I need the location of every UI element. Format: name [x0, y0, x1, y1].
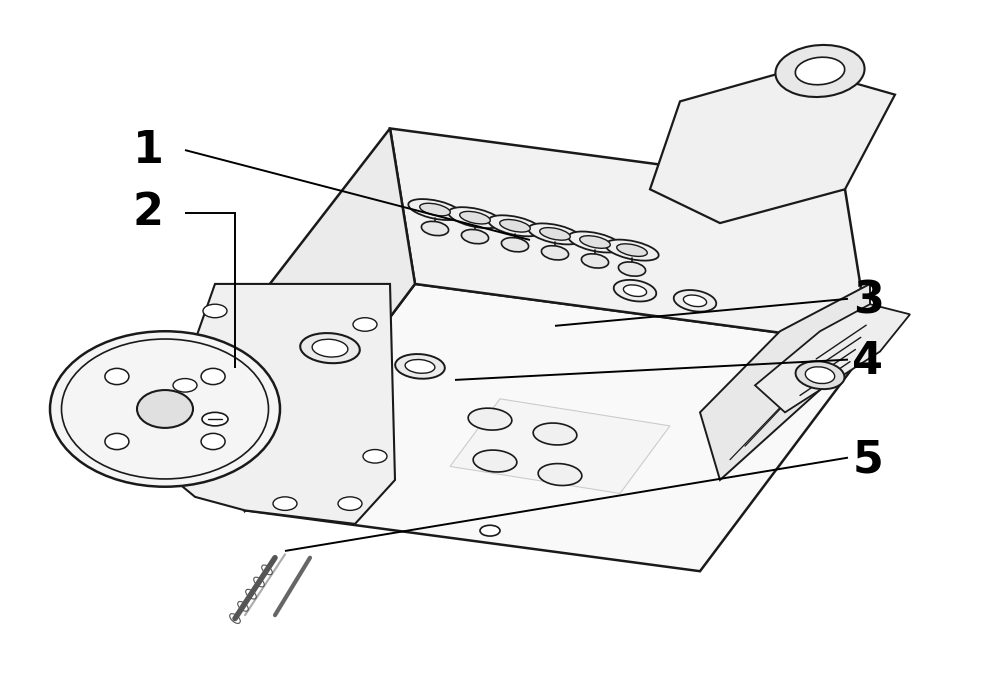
Ellipse shape	[353, 318, 377, 331]
Ellipse shape	[540, 228, 570, 240]
Ellipse shape	[105, 433, 129, 450]
Ellipse shape	[273, 497, 297, 510]
Ellipse shape	[614, 280, 656, 301]
Text: 4: 4	[852, 340, 884, 383]
Ellipse shape	[338, 497, 362, 510]
Polygon shape	[245, 284, 870, 571]
Ellipse shape	[488, 215, 542, 237]
Ellipse shape	[480, 525, 500, 536]
Ellipse shape	[405, 360, 435, 373]
Ellipse shape	[775, 45, 865, 97]
Ellipse shape	[605, 239, 659, 261]
Ellipse shape	[683, 295, 707, 307]
Ellipse shape	[461, 229, 489, 244]
Polygon shape	[215, 128, 415, 510]
Polygon shape	[650, 68, 895, 223]
Ellipse shape	[468, 408, 512, 430]
Ellipse shape	[50, 331, 280, 487]
Ellipse shape	[448, 207, 502, 228]
Ellipse shape	[363, 450, 387, 463]
Ellipse shape	[300, 333, 360, 363]
Text: 5: 5	[853, 438, 883, 481]
Polygon shape	[755, 304, 910, 412]
Ellipse shape	[580, 236, 610, 248]
Ellipse shape	[541, 245, 569, 260]
Text: 2: 2	[132, 191, 164, 235]
Polygon shape	[700, 284, 870, 480]
Ellipse shape	[201, 368, 225, 385]
Ellipse shape	[623, 285, 647, 297]
Ellipse shape	[312, 339, 348, 357]
Ellipse shape	[805, 367, 835, 383]
Ellipse shape	[460, 212, 490, 224]
Ellipse shape	[395, 354, 445, 379]
Text: 3: 3	[853, 279, 883, 322]
Ellipse shape	[408, 199, 462, 220]
Ellipse shape	[568, 231, 622, 253]
Ellipse shape	[796, 361, 844, 389]
Polygon shape	[390, 128, 870, 345]
Ellipse shape	[674, 290, 716, 312]
Ellipse shape	[420, 203, 450, 216]
Ellipse shape	[528, 223, 582, 245]
Ellipse shape	[500, 220, 530, 232]
Polygon shape	[150, 284, 395, 524]
Ellipse shape	[473, 450, 517, 472]
Ellipse shape	[581, 254, 609, 268]
Ellipse shape	[795, 57, 845, 84]
Ellipse shape	[538, 464, 582, 485]
Ellipse shape	[201, 433, 225, 450]
Polygon shape	[450, 399, 670, 493]
Ellipse shape	[501, 237, 529, 252]
Ellipse shape	[137, 390, 193, 428]
Ellipse shape	[203, 304, 227, 318]
Text: 1: 1	[132, 128, 164, 172]
Ellipse shape	[618, 262, 646, 276]
Ellipse shape	[617, 244, 647, 256]
Ellipse shape	[173, 379, 197, 392]
Ellipse shape	[533, 423, 577, 445]
Ellipse shape	[105, 368, 129, 385]
Ellipse shape	[421, 221, 449, 236]
Ellipse shape	[202, 412, 228, 426]
